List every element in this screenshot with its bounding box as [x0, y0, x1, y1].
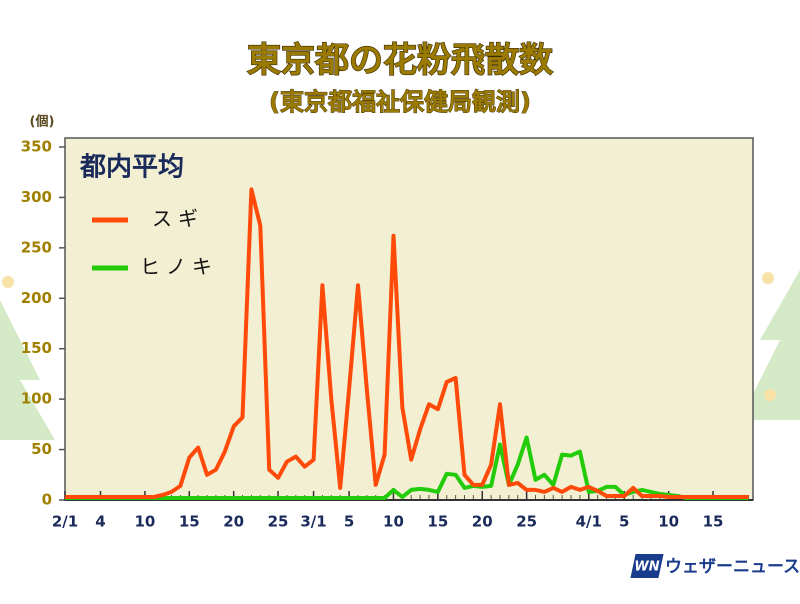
- x-tick-label: 10: [383, 513, 404, 531]
- legend-label: スギ: [152, 207, 204, 231]
- y-tick-label: 300: [21, 188, 52, 206]
- series-line: [65, 187, 749, 499]
- y-tick-label: 250: [21, 238, 52, 256]
- decoration: [0, 270, 800, 440]
- y-tick-label: 100: [21, 390, 52, 408]
- logo: WN ウェザーニュース: [630, 554, 800, 578]
- x-tick-label: 15: [703, 513, 724, 531]
- y-tick-label: 350: [21, 138, 52, 156]
- x-tick-label: 10: [658, 513, 679, 531]
- y-axis-label: (個): [30, 114, 55, 130]
- x-tick-label: 10: [134, 513, 155, 531]
- logo-mark: WN: [634, 560, 659, 575]
- chart-subtitle: (東京都福祉保健局観測): [269, 88, 531, 116]
- y-tick-label: 50: [31, 440, 52, 458]
- chart-title: 東京都の花粉飛散数: [247, 41, 553, 81]
- y-tick-label: 150: [21, 339, 52, 357]
- x-tick-label: 4/1: [576, 513, 602, 531]
- x-tick-label: 3/1: [300, 513, 326, 531]
- x-tick-label: 4: [95, 513, 105, 531]
- y-tick-label: 0: [42, 491, 52, 509]
- x-tick-label: 15: [427, 513, 448, 531]
- x-tick-label: 5: [344, 513, 354, 531]
- logo-box: [630, 554, 664, 578]
- x-tick-label: 2/1: [52, 513, 78, 531]
- x-tick-label: 25: [268, 513, 289, 531]
- x-tick-label: 15: [179, 513, 200, 531]
- x-tick-label: 20: [223, 513, 244, 531]
- x-tick-label: 25: [516, 513, 537, 531]
- logo-name: ウェザーニュース: [665, 557, 800, 577]
- y-tick-label: 200: [21, 289, 52, 307]
- legend-label: ヒノキ: [140, 255, 218, 279]
- x-tick-label: 5: [619, 513, 629, 531]
- legend-title: 都内平均: [79, 153, 184, 183]
- x-tick-label: 20: [472, 513, 493, 531]
